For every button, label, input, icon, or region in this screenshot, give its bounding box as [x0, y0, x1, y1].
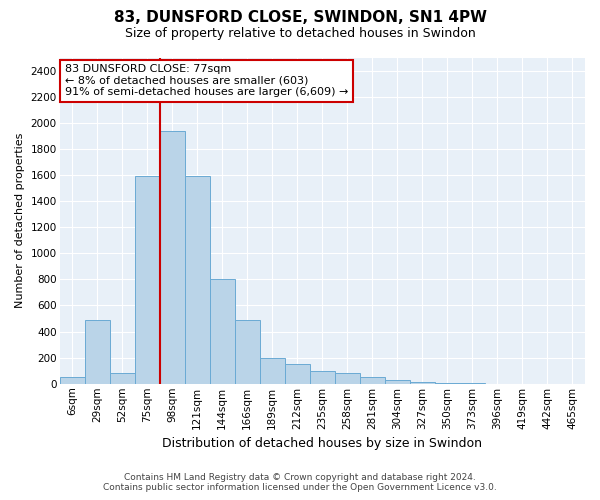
Bar — [210, 280, 235, 384]
Bar — [134, 176, 160, 384]
Bar — [110, 374, 134, 384]
Y-axis label: Number of detached properties: Number of detached properties — [15, 133, 25, 308]
Bar — [410, 382, 435, 384]
Bar — [435, 383, 460, 384]
Text: Size of property relative to detached houses in Swindon: Size of property relative to detached ho… — [125, 28, 475, 40]
Bar — [185, 176, 210, 384]
Bar — [235, 320, 260, 384]
Text: 83 DUNSFORD CLOSE: 77sqm
← 8% of detached houses are smaller (603)
91% of semi-d: 83 DUNSFORD CLOSE: 77sqm ← 8% of detache… — [65, 64, 348, 97]
Bar — [285, 364, 310, 384]
Bar — [85, 320, 110, 384]
Bar — [59, 377, 85, 384]
Text: 83, DUNSFORD CLOSE, SWINDON, SN1 4PW: 83, DUNSFORD CLOSE, SWINDON, SN1 4PW — [113, 10, 487, 25]
Bar — [260, 358, 285, 384]
X-axis label: Distribution of detached houses by size in Swindon: Distribution of detached houses by size … — [162, 437, 482, 450]
Bar — [385, 380, 410, 384]
Bar — [335, 374, 360, 384]
Bar — [310, 370, 335, 384]
Bar — [360, 377, 385, 384]
Text: Contains HM Land Registry data © Crown copyright and database right 2024.
Contai: Contains HM Land Registry data © Crown c… — [103, 473, 497, 492]
Bar — [160, 130, 185, 384]
